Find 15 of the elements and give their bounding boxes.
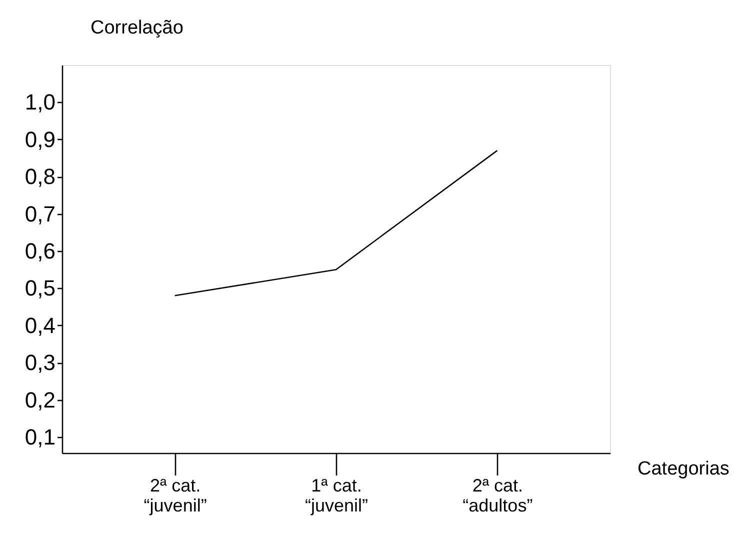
y-tick-label: 0,2 [24, 387, 56, 412]
y-tick-label: 0,3 [24, 350, 56, 376]
x-tick-label: 2ª cat. “adultos” [462, 476, 533, 516]
y-tick-label: 0,7 [24, 201, 56, 226]
y-tick-label: 0,6 [24, 238, 56, 264]
y-tick-label: 0,5 [24, 276, 56, 301]
y-tick-label: 0,9 [24, 126, 56, 152]
y-tick-label: 0,4 [24, 312, 56, 338]
x-tick-label: 1ª cat. “juvenil” [304, 476, 368, 516]
x-axis-title: Categorias [638, 458, 730, 480]
y-tick-label: 0,8 [24, 164, 56, 190]
y-tick-label: 0,1 [24, 424, 56, 450]
y-axis-title: Correlação [90, 18, 184, 38]
x-tick-label: 2ª cat. “juvenil” [144, 476, 207, 516]
y-tick-label: 1,0 [24, 90, 56, 115]
